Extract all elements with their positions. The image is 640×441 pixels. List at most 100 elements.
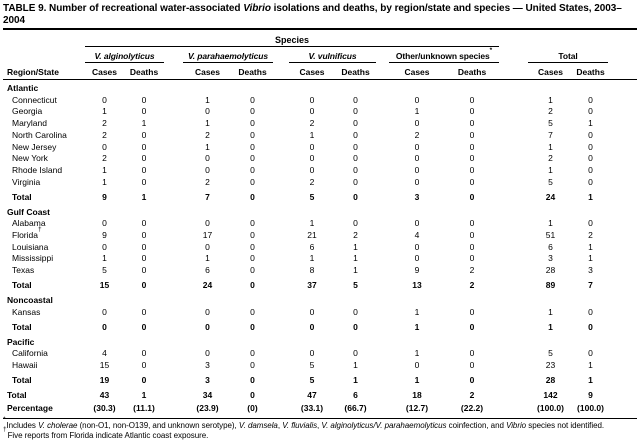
cell-value: 1 — [548, 218, 553, 229]
cell-value: 1 — [588, 253, 593, 264]
cell-value: 1 — [102, 253, 107, 264]
cell-value: 0 — [250, 164, 255, 175]
spacer — [608, 62, 637, 80]
cell-value: 0 — [141, 359, 147, 370]
cell-value: 13 — [412, 280, 422, 291]
cell-value: 0 — [205, 106, 210, 117]
col-group-v-vulnificus: V. vulnificus — [289, 46, 376, 63]
spacer — [273, 118, 289, 130]
spacer — [273, 165, 289, 177]
cell-value: 89 — [545, 280, 556, 291]
spacer — [376, 47, 389, 63]
spacer — [499, 47, 528, 63]
spacer — [164, 118, 183, 130]
cell-value: 0 — [141, 321, 147, 332]
cell-value: 0 — [141, 94, 147, 105]
cell-value: 0 — [414, 118, 420, 129]
spacer — [273, 360, 289, 372]
row-label: California — [12, 348, 48, 359]
cell-value: 2 — [102, 118, 107, 129]
cell-value: 15 — [99, 280, 110, 291]
spacer — [499, 142, 528, 154]
table-row-section: Gulf Coast — [3, 204, 637, 219]
table-body: Atlantic Connecticut 0 0 1 0 0 0 0 0 1 0 Georgia 1 0 0 0… — [3, 80, 637, 419]
cell-value: 0 — [141, 153, 147, 164]
cell-value: 0 — [141, 280, 147, 291]
spacer — [164, 242, 183, 254]
cell-value: 0 — [469, 241, 475, 252]
cell-value: 0 — [309, 94, 315, 105]
row-label: Texas — [12, 265, 35, 276]
spacer — [273, 142, 289, 154]
spacer — [499, 177, 528, 189]
cell-value: 2 — [353, 229, 358, 240]
cell-value: 0 — [141, 348, 147, 359]
spacer — [273, 372, 289, 387]
table-row-state: California 4 0 0 0 0 0 1 0 5 0 — [3, 348, 637, 360]
cell-value: 6 — [205, 265, 210, 276]
cell-value: 51 — [545, 229, 556, 240]
footnote-asterisk: *Includes V. cholerae (non-O1, non-O139,… — [3, 416, 635, 431]
col-group-other-unknown-species: Other/unknown species* — [389, 46, 499, 63]
subheader-row: Region/State Cases Deaths Cases Deaths C… — [3, 62, 637, 80]
spacer — [376, 153, 389, 165]
cell-value: 5 — [309, 359, 315, 370]
cell-value: 1 — [353, 241, 358, 252]
spacer — [499, 253, 528, 265]
cell-value: 0 — [414, 94, 420, 105]
spacer — [608, 142, 637, 154]
spacer — [608, 253, 637, 265]
cell-value: 0 — [141, 229, 147, 240]
cell-value: 0 — [141, 306, 147, 317]
cell-value: 0 — [250, 229, 255, 240]
cell-value: 1 — [205, 141, 210, 152]
spacer — [376, 242, 389, 254]
spacer — [499, 360, 528, 372]
footnotes: *Includes V. cholerae (non-O1, non-O139,… — [3, 416, 635, 441]
table-row-state: Maryland 2 1 1 0 2 0 0 0 5 1 — [3, 118, 637, 130]
cell-value: 0 — [250, 129, 255, 140]
cell-value: 6 — [309, 241, 315, 252]
spacer — [164, 188, 183, 203]
spacer — [164, 130, 183, 142]
cell-value: 0 — [588, 306, 593, 317]
cell-value: 28 — [545, 375, 556, 386]
spacer — [376, 307, 389, 319]
row-label: Atlantic — [7, 83, 39, 93]
group-label: V. alginolyticus — [94, 51, 155, 61]
cell-value: 0 — [469, 229, 475, 240]
cell-value: 5 — [309, 191, 315, 202]
cell-value: 28 — [545, 265, 556, 276]
group-label: Other/unknown species — [395, 51, 490, 61]
spacer — [376, 118, 389, 130]
row-label: Total — [12, 280, 32, 291]
cell-value: 21 — [307, 229, 317, 240]
spacer — [164, 47, 183, 63]
spacer — [164, 372, 183, 387]
row-label: Virginia — [12, 176, 41, 187]
cell-value: 0 — [588, 141, 593, 152]
cell-value: 1 — [353, 375, 358, 386]
cell-value: 5 — [353, 280, 358, 291]
spacer — [499, 130, 528, 142]
cell-value: 0 — [141, 164, 147, 175]
cell-value: 2 — [102, 129, 107, 140]
cell-value: 0 — [250, 94, 255, 105]
cases-header: Cases — [183, 62, 232, 80]
spacer — [376, 372, 389, 387]
spacer — [499, 95, 528, 107]
spacer — [273, 253, 289, 265]
cell-value: 0 — [588, 321, 593, 332]
table-row-section: Pacific — [3, 334, 637, 349]
cell-value: 0 — [141, 141, 147, 152]
spacer — [608, 372, 637, 387]
cell-value: 1 — [102, 106, 107, 117]
table-row-state: Alabama 0 0 0 0 1 0 0 0 1 0 — [3, 218, 637, 230]
spacer — [499, 348, 528, 360]
table-row-percentage: Percentage (30.3) (11.1) (23.9) (0) (33.1) (66… — [3, 401, 637, 419]
cell-value: 0 — [309, 153, 315, 164]
cell-value: 2 — [548, 106, 553, 117]
row-label: Mississippi — [12, 253, 54, 264]
cases-header: Cases — [528, 62, 573, 80]
